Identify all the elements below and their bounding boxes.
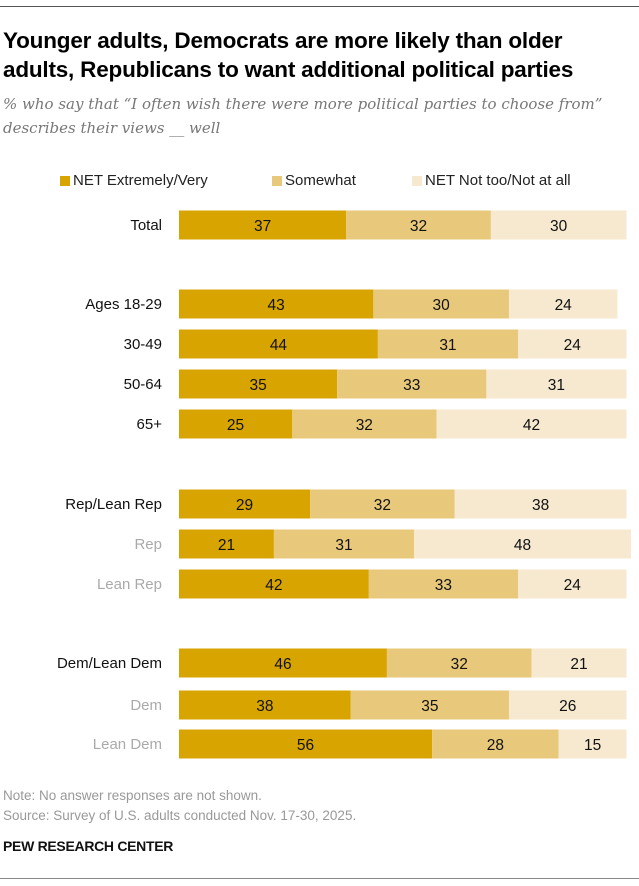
category-label: Rep	[134, 536, 162, 553]
data-label: 37	[254, 218, 271, 235]
data-label: 24	[564, 577, 582, 594]
bar-segment	[350, 690, 509, 720]
source: Source: Survey of U.S. adults conducted …	[3, 808, 357, 823]
bar-segment	[310, 489, 455, 519]
category-label: Ages 18-29	[85, 296, 162, 313]
data-label: 33	[435, 577, 452, 594]
bar-segment	[432, 729, 559, 759]
data-label: 25	[227, 417, 244, 434]
bar-segment	[531, 648, 627, 678]
data-label: 56	[297, 737, 314, 754]
bar-segment	[179, 729, 433, 759]
bar-segment	[179, 529, 274, 559]
category-label: 65+	[137, 416, 163, 433]
bar-segment	[179, 409, 292, 439]
legend-swatch	[412, 175, 422, 186]
data-label: 24	[555, 297, 573, 314]
category-label: Dem/Lean Dem	[57, 655, 162, 672]
data-label: 31	[548, 377, 565, 394]
legend-label: Somewhat	[285, 172, 356, 189]
bar-segment	[373, 289, 509, 319]
bar-segment	[179, 210, 347, 240]
data-label: 32	[451, 656, 468, 673]
data-label: 35	[421, 698, 438, 715]
bar-segment	[386, 648, 532, 678]
bar-segment	[346, 210, 491, 240]
data-label: 21	[218, 537, 235, 554]
data-label: 42	[523, 417, 540, 434]
bar-segment	[179, 289, 374, 319]
category-label: 50-64	[124, 376, 162, 393]
chart-subtitle: % who say that “I often wish there were …	[3, 95, 603, 137]
bottom-rule	[0, 878, 639, 879]
category-label: Lean Rep	[97, 576, 162, 593]
bar-segment	[490, 210, 627, 240]
data-label: 28	[487, 737, 504, 754]
category-label: 30-49	[124, 336, 162, 353]
bar-segment	[179, 648, 387, 678]
legend-item-not-too: NET Not too/Not at all	[412, 172, 571, 189]
bar-segment	[436, 409, 627, 439]
data-label: 29	[236, 497, 253, 514]
bar-segment	[273, 529, 415, 559]
bar-segment	[179, 369, 338, 399]
bar-segment	[377, 329, 518, 359]
data-label: 42	[265, 577, 282, 594]
bar-segment	[368, 569, 518, 599]
category-label: Dem	[130, 697, 162, 714]
data-label: 24	[564, 337, 582, 354]
bar-segment	[518, 569, 627, 599]
data-label: 48	[514, 537, 531, 554]
bar-segment	[292, 409, 437, 439]
bar-segment	[558, 729, 627, 759]
category-label: Total	[130, 217, 162, 234]
category-label: Rep/Lean Rep	[65, 496, 162, 513]
bar-segment	[486, 369, 627, 399]
top-rule	[0, 6, 639, 7]
bar-segment	[508, 289, 618, 319]
bar-segment	[518, 329, 627, 359]
data-label: 32	[356, 417, 373, 434]
legend-swatch	[272, 175, 282, 186]
brand-logo-text: PEW RESEARCH CENTER	[3, 838, 174, 854]
data-label: 46	[274, 656, 291, 673]
chart-title: Younger adults, Democrats are more likel…	[3, 28, 574, 82]
data-label: 33	[403, 377, 420, 394]
note: Note: No answer responses are not shown.	[3, 788, 262, 803]
bar-segment	[337, 369, 487, 399]
bar-segment	[179, 569, 369, 599]
legend-item-somewhat: Somewhat	[272, 172, 356, 189]
data-label: 31	[439, 337, 456, 354]
data-label: 32	[374, 497, 391, 514]
data-label: 38	[256, 698, 273, 715]
bar-segment	[508, 690, 627, 720]
data-label: 44	[270, 337, 288, 354]
legend-label: NET Not too/Not at all	[425, 172, 571, 189]
bar-segment	[179, 329, 378, 359]
data-label: 30	[550, 218, 568, 235]
data-label: 26	[559, 698, 576, 715]
data-label: 31	[335, 537, 352, 554]
data-label: 15	[584, 737, 601, 754]
bar-segment	[179, 690, 351, 720]
category-label: Lean Dem	[93, 736, 162, 753]
legend-item-extremely-very: NET Extremely/Very	[60, 172, 208, 189]
bar-segment	[454, 489, 627, 519]
data-label: 30	[433, 297, 451, 314]
data-label: 43	[268, 297, 285, 314]
bar-segment	[414, 529, 631, 559]
legend-label: NET Extremely/Very	[73, 172, 208, 189]
data-label: 21	[570, 656, 587, 673]
data-label: 35	[249, 377, 266, 394]
data-label: 38	[532, 497, 549, 514]
legend-swatch	[60, 175, 70, 186]
data-label: 32	[410, 218, 427, 235]
bar-segment	[179, 489, 311, 519]
